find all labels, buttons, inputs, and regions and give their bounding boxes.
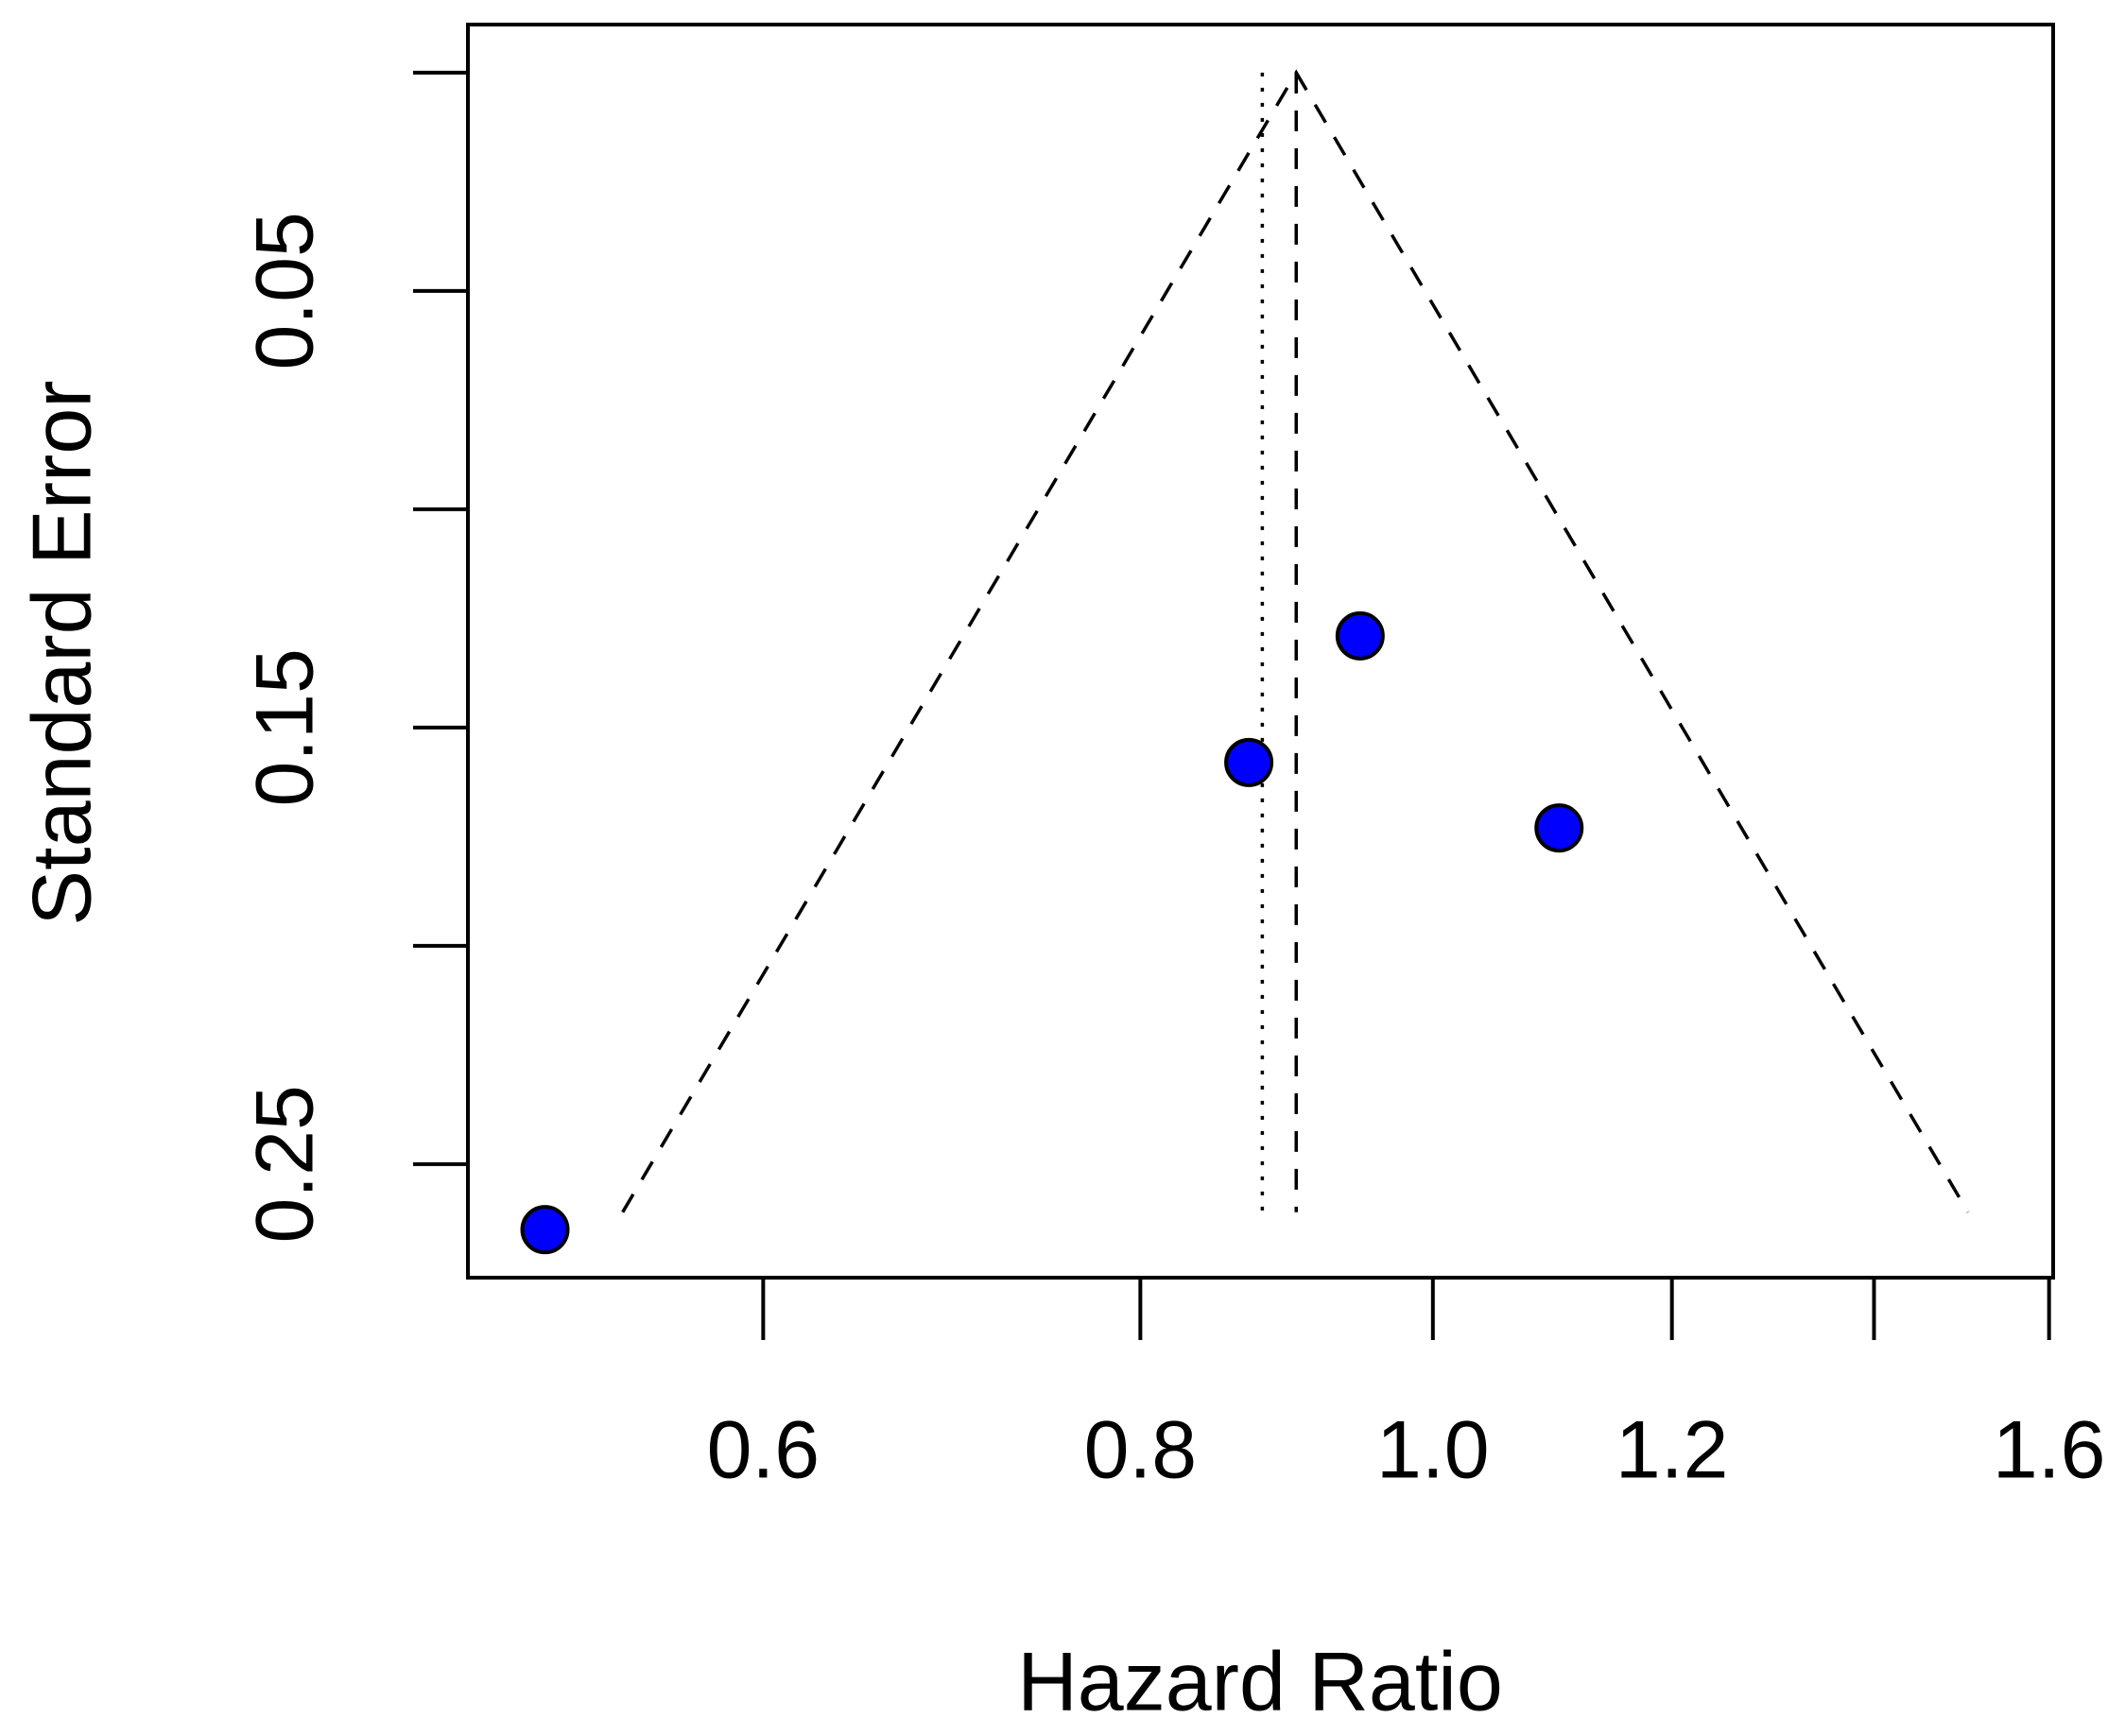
x-tick-label: 0.8: [1084, 1405, 1198, 1496]
study-point: [1224, 737, 1274, 787]
study-point: [520, 1205, 570, 1255]
y-tick-label: 0.15: [240, 648, 331, 806]
x-tick-label: 1.0: [1376, 1405, 1490, 1496]
y-tick-label: 0.05: [240, 212, 331, 370]
study-point: [1335, 610, 1385, 661]
x-tick-label: 0.6: [707, 1405, 821, 1496]
y-tick-label: 0.25: [240, 1085, 331, 1243]
study-point: [1534, 803, 1584, 853]
x-tick-label: 1.6: [1993, 1405, 2106, 1496]
plot-frame: [466, 23, 2055, 1280]
x-axis-title: Hazard Ratio: [1017, 1634, 1503, 1727]
y-axis-title: Standard Error: [14, 380, 108, 925]
x-tick-label: 1.2: [1615, 1405, 1729, 1496]
